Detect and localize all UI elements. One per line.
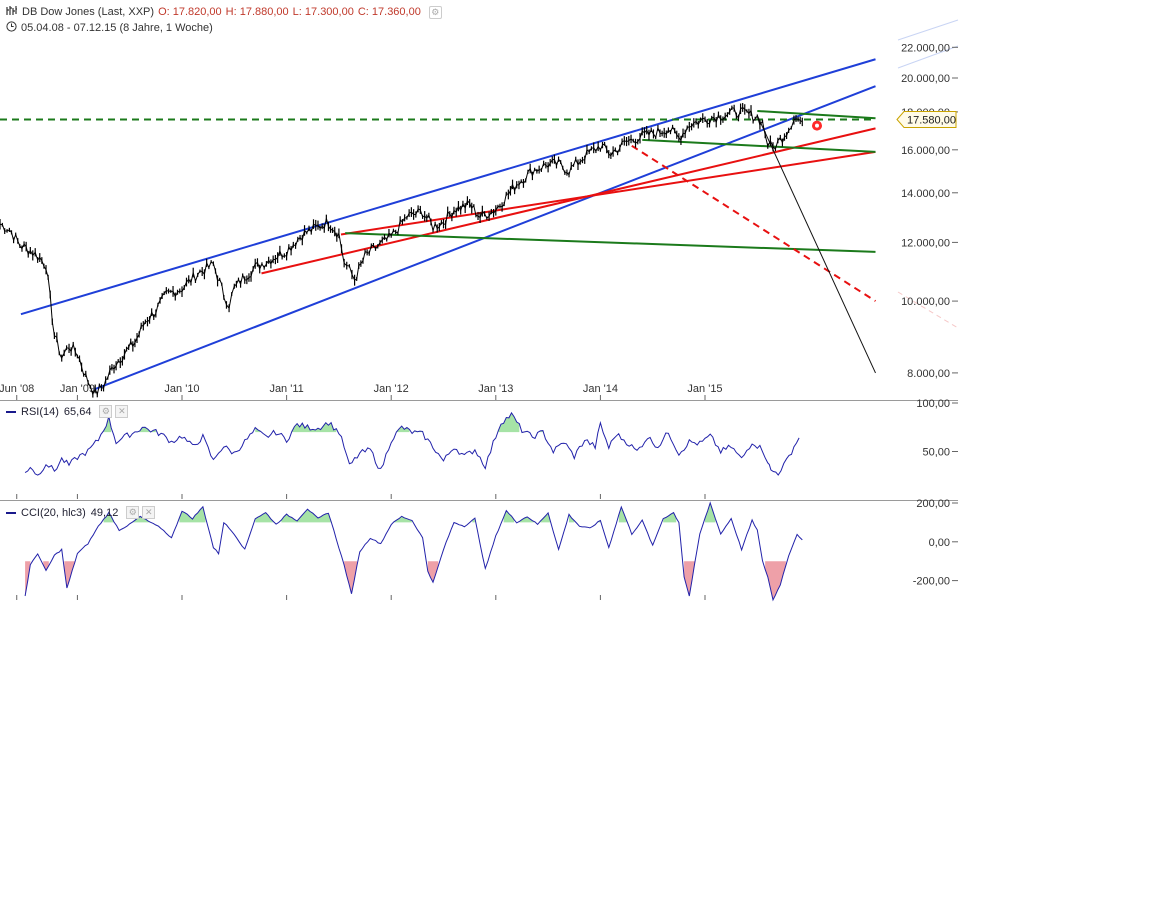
green-top <box>757 110 876 120</box>
price-tag-box <box>896 110 957 128</box>
low-value: L: 17.300,00 <box>292 6 354 18</box>
open-value: O: 17.820,00 <box>158 6 222 18</box>
cci-overbought-fill <box>179 506 206 523</box>
cci-overbought-fill <box>393 516 413 523</box>
x-tick-label: Jun '08 <box>0 383 34 395</box>
red-marker-center <box>815 123 819 128</box>
green-trend-short <box>642 138 876 153</box>
x-tick-label: Jan '15 <box>687 383 722 395</box>
cci-color-swatch <box>6 511 16 514</box>
rsi-close-icon[interactable]: ✕ <box>115 405 129 418</box>
rsi-overbought-fill <box>396 426 410 433</box>
rsi-y-tick-label: 100,00 <box>916 398 950 410</box>
chart-title: DB Dow Jones (Last, XXP) <box>22 6 155 18</box>
clock-icon <box>6 21 17 35</box>
y-tick-label: 16.000,00 <box>901 145 950 157</box>
y-tick-label: 8.000,00 <box>907 368 950 380</box>
cci-close-icon[interactable]: ✕ <box>142 506 156 519</box>
close-value: C: 17.360,00 <box>357 6 421 18</box>
cci-overbought-fill <box>663 512 677 523</box>
x-tick-label: Jan '11 <box>269 383 303 395</box>
x-tick-label: Jan '14 <box>583 383 618 395</box>
x-tick-label: Jan '10 <box>164 383 199 395</box>
cci-oversold-fill <box>684 561 695 597</box>
rsi-label: RSI(14) <box>21 405 59 418</box>
rsi-y-tick-label: 50,00 <box>922 447 950 459</box>
cci-overbought-fill <box>255 512 274 523</box>
cci-y-tick-label: 200,00 <box>916 498 950 510</box>
cci-oversold-fill <box>344 561 358 594</box>
y-tick-label: 12.000,00 <box>901 237 950 249</box>
price-bars <box>0 103 803 398</box>
chart-bars-icon <box>6 5 18 19</box>
date-range-row: 05.04.08 - 07.12.15 (8 Jahre, 1 Woche) <box>6 21 217 35</box>
black-decline-line <box>756 115 876 374</box>
rsi-color-swatch <box>6 410 16 413</box>
cci-value: 49,12 <box>90 506 119 519</box>
red-support-upper <box>261 127 876 275</box>
rsi-value: 65,64 <box>63 405 92 418</box>
cci-overbought-fill <box>503 510 515 523</box>
cci-line <box>24 501 803 602</box>
cci-oversold-fill <box>64 561 75 589</box>
x-tick-label: Jan '09 <box>60 383 95 395</box>
projection-extension-faint <box>897 291 959 329</box>
x-tick-label: Jan '12 <box>374 383 409 395</box>
cci-overbought-fill <box>618 507 627 523</box>
red-dashed-projection <box>631 144 877 302</box>
y-tick-label: 20.000,00 <box>901 73 950 85</box>
y-tick-label: 14.000,00 <box>901 188 950 200</box>
channel-extension-faint-2 <box>897 45 959 69</box>
cci-overbought-fill <box>519 516 536 523</box>
cci-overbought-fill <box>540 512 551 523</box>
price-series-line <box>0 106 803 397</box>
x-tick-label: Jan '13 <box>478 383 513 395</box>
price-tag-label: 17.580,00 <box>907 114 956 126</box>
chart-header: DB Dow Jones (Last, XXP) O: 17.820,00 H:… <box>6 5 446 19</box>
rsi-settings-icon[interactable]: ⚙ <box>99 405 113 418</box>
cci-oversold-fill <box>43 561 49 571</box>
cci-overbought-fill <box>705 502 716 523</box>
cci-y-tick-label: -200,00 <box>913 576 950 588</box>
y-tick-label: 10.000,00 <box>901 296 950 308</box>
green-trend-long <box>345 232 876 253</box>
settings-gear-icon[interactable]: ⚙ <box>428 5 442 19</box>
cci-legend: CCI(20, hlc3) 49,12 ⚙ ✕ <box>6 506 156 519</box>
rsi-legend: RSI(14) 65,64 ⚙ ✕ <box>6 405 129 418</box>
red-support-lower <box>340 150 876 236</box>
cci-settings-icon[interactable]: ⚙ <box>126 506 140 519</box>
cci-oversold-fill <box>765 561 786 600</box>
high-value: H: 17.880,00 <box>225 6 289 18</box>
rsi-overbought-fill <box>498 412 520 433</box>
cci-y-tick-label: 0,00 <box>929 537 950 549</box>
channel-extension-faint <box>897 19 959 41</box>
cci-overbought-fill <box>103 512 115 523</box>
cci-overbought-fill <box>132 516 151 523</box>
rsi-line <box>24 411 800 476</box>
date-range: 05.04.08 - 07.12.15 (8 Jahre, 1 Woche) <box>21 22 213 34</box>
cci-label: CCI(20, hlc3) <box>21 506 86 519</box>
y-tick-label: 22.000,00 <box>901 42 950 54</box>
blue-channel-upper <box>20 58 876 316</box>
